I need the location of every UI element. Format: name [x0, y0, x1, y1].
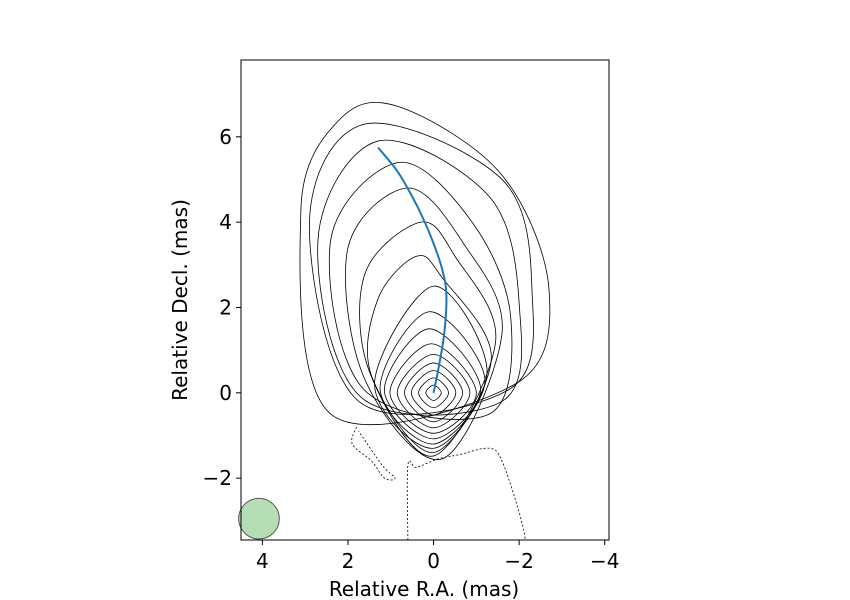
contour-level-9 — [374, 285, 488, 449]
x-tick-label: 2 — [342, 549, 355, 573]
y-tick-label: 6 — [219, 125, 232, 149]
contour-level-11 — [359, 221, 497, 457]
x-tick-label: 0 — [427, 549, 440, 573]
ridge-line — [377, 146, 448, 393]
contour-level-7 — [383, 328, 482, 440]
ridge-layer — [377, 146, 448, 393]
contour-level-10 — [366, 255, 492, 453]
contour-level-13 — [328, 161, 513, 420]
beam-layer — [238, 497, 280, 540]
x-tick-label: −2 — [504, 549, 533, 573]
y-tick-label: 2 — [219, 295, 232, 319]
contour-level-16 — [299, 101, 551, 426]
contour-level-4 — [404, 362, 464, 423]
beam-ellipse — [238, 497, 280, 540]
contour-level-8 — [379, 311, 486, 445]
x-axis: 4 2 0 −2 −4 — [256, 540, 619, 573]
y-axis-label: Relative Decl. (mas) — [168, 199, 192, 401]
y-axis: −2 0 2 4 6 — [203, 125, 241, 490]
x-tick-label: 4 — [256, 549, 269, 573]
contour-level-14 — [317, 139, 523, 416]
axes-box — [240, 59, 610, 541]
negative-contour-1 — [351, 426, 396, 481]
contour-level-15 — [309, 122, 534, 415]
contour-level-6 — [389, 343, 477, 434]
contour-level-5 — [396, 353, 471, 429]
x-tick-label: −4 — [590, 549, 619, 573]
y-tick-label: 0 — [219, 381, 232, 405]
x-axis-label: Relative R.A. (mas) — [329, 577, 519, 600]
y-tick-label: −2 — [203, 466, 232, 490]
axes-frame — [240, 59, 610, 541]
contour-level-1 — [425, 384, 442, 401]
contour-layer — [299, 101, 551, 540]
y-tick-label: 4 — [219, 210, 232, 234]
contour-level-2 — [418, 377, 449, 409]
negative-contour-2 — [406, 447, 526, 540]
contour-level-12 — [345, 187, 503, 461]
